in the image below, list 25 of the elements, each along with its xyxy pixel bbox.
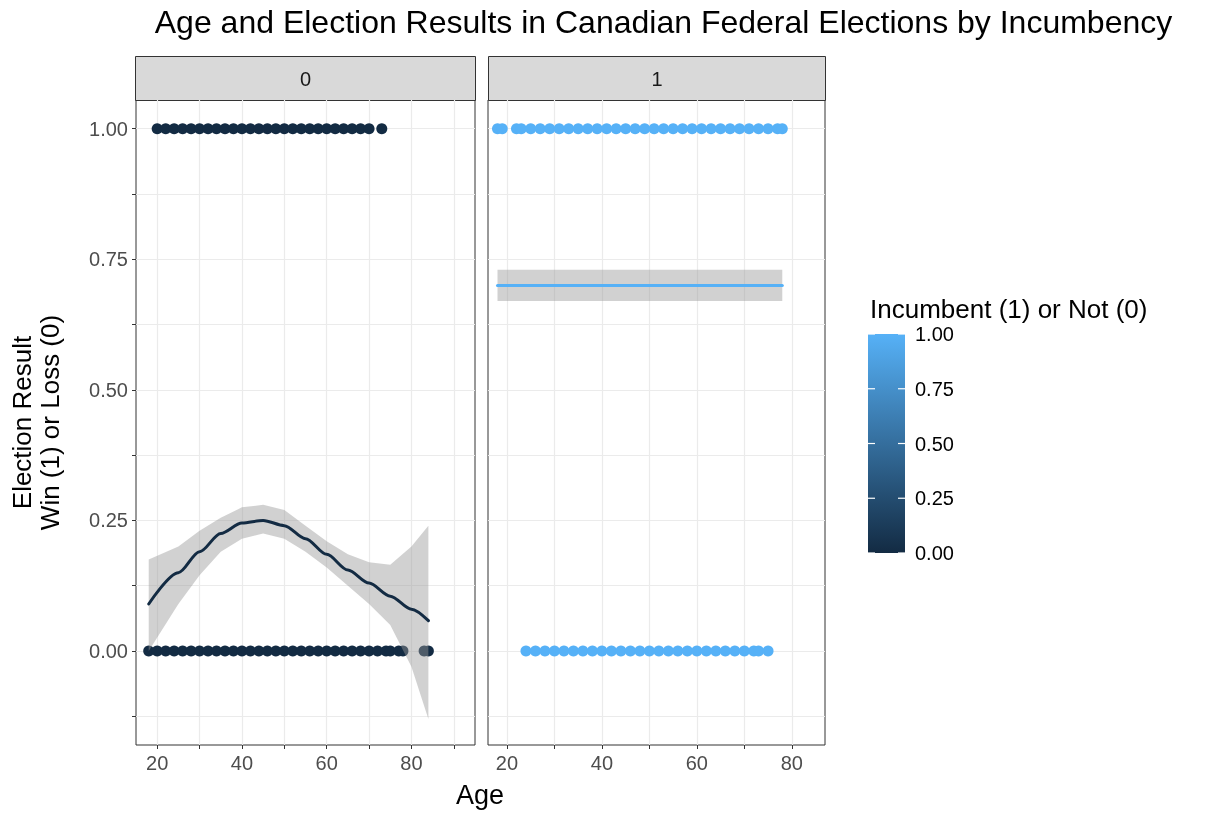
color-bar-label: 1.00 (915, 323, 954, 345)
y-tick-label: 0.50 (89, 378, 128, 401)
color-bar-label: 0.50 (915, 432, 954, 455)
text: Age and Election Results in Canadian Federal Elections by Incumbency (153, 4, 1174, 41)
x-tick-label: 40 (230, 752, 254, 774)
color-bar-label: 0.75 (915, 377, 954, 400)
chart-subtitle: 0 (299, 67, 312, 90)
color-bar-label: 0.00 (915, 542, 954, 564)
x-tick-label: 20 (146, 752, 169, 774)
chart-subtitle: 1 (651, 67, 663, 90)
x-tick-label: 80 (400, 752, 423, 774)
x-tick-label: 80 (780, 752, 803, 774)
x-tick-label: 60 (685, 752, 708, 774)
x-tick-label: 60 (315, 752, 338, 774)
line-series (147, 518, 430, 623)
x-axis-title: Age (454, 780, 505, 811)
y-tick-label: 1.00 (89, 117, 128, 140)
color-bar-label: 0.25 (915, 487, 954, 510)
y-tick-label: 0.00 (89, 639, 128, 662)
y-tick-label: 0.25 (89, 509, 128, 532)
y-axis-title: Election Result Win (1) or Loss (0) (7, 314, 65, 531)
y-tick-label: 0.75 (89, 248, 128, 271)
x-tick-label: 20 (495, 752, 519, 774)
color-bar-title: Incumbent (1) or Not (0) (870, 294, 1148, 324)
x-tick-label: 40 (590, 752, 614, 774)
